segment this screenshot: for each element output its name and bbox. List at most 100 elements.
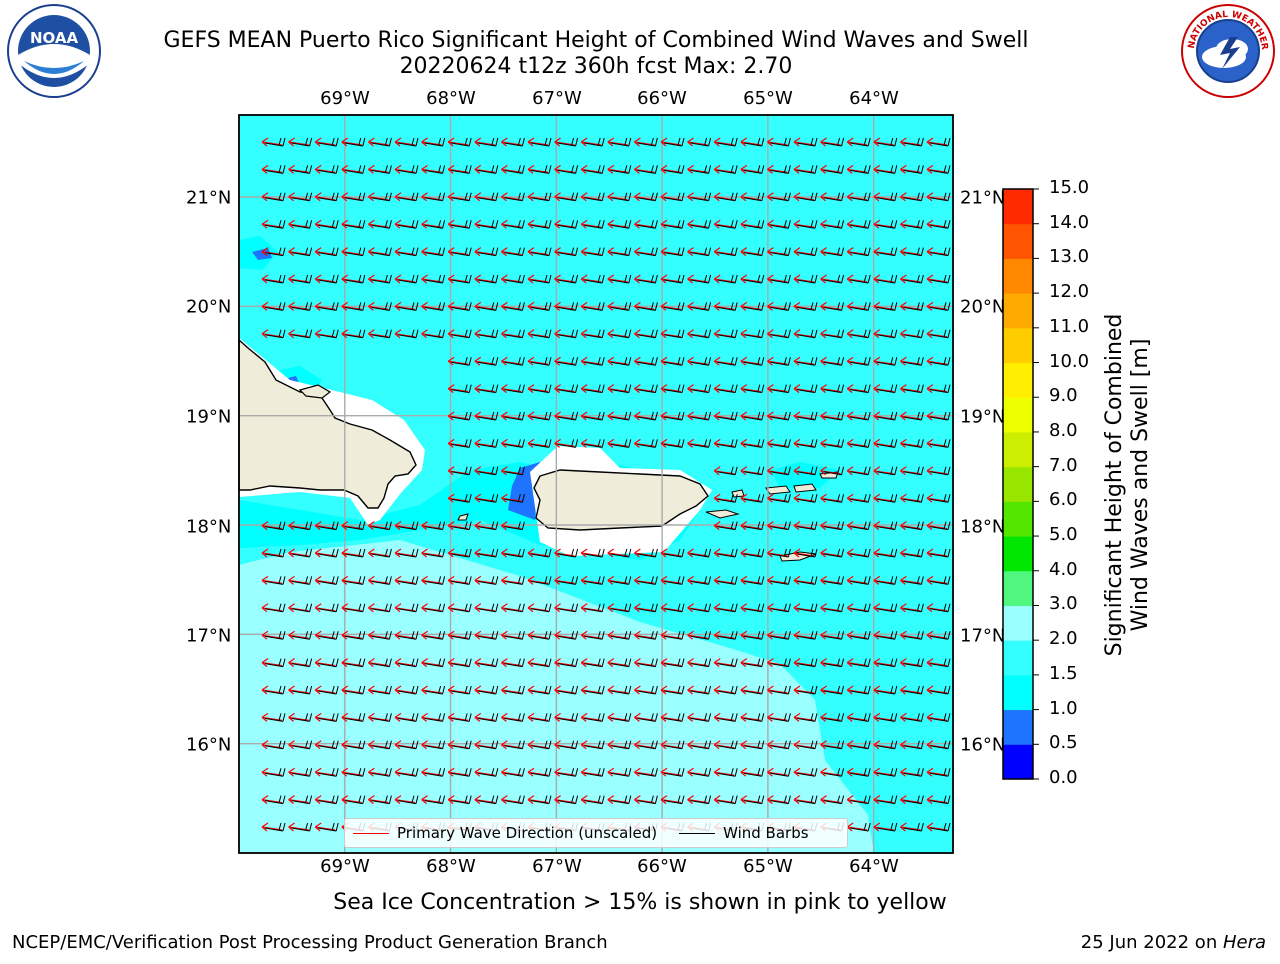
- wind-barb: [903, 220, 924, 229]
- wind-barb: [451, 302, 472, 311]
- wind-barb: [796, 220, 818, 229]
- wind-barb: [610, 713, 632, 722]
- wind-barb: [477, 411, 499, 421]
- wind-barb: [850, 357, 871, 366]
- lon-label-top-69w: 69°W: [320, 88, 370, 109]
- colorbar-tick-label: 14.0: [1049, 211, 1090, 233]
- wind-barb: [318, 685, 339, 695]
- wind-barb: [504, 247, 525, 257]
- wind-barb: [796, 494, 818, 503]
- wind-barb: [850, 658, 871, 668]
- wind-barb: [371, 220, 392, 229]
- wind-barb: [557, 713, 579, 722]
- wind-barb: [796, 411, 818, 421]
- wind-barb: [823, 768, 845, 777]
- wind-barb: [371, 192, 392, 202]
- wind-barb: [264, 822, 286, 832]
- wind-barb: [397, 137, 419, 147]
- wind-barb: [371, 740, 392, 750]
- wind-barb: [264, 165, 286, 174]
- wind-barb: [929, 740, 951, 750]
- wind-barb: [796, 274, 818, 284]
- wind-barb: [690, 220, 712, 229]
- wind-barb: [903, 822, 924, 832]
- wind-barb: [557, 631, 579, 640]
- wind-barb: [451, 192, 472, 202]
- wind-barb: [530, 740, 552, 750]
- lat-label-right-19n: 19°N: [960, 406, 1006, 428]
- wind-barb: [504, 685, 525, 695]
- wind-barb: [451, 329, 472, 339]
- colorbar-segment: [1003, 640, 1033, 676]
- wind-barb: [876, 740, 898, 750]
- wind-barb: [291, 795, 313, 805]
- wind-barb: [637, 247, 658, 257]
- colorbar-segment: [1003, 223, 1033, 259]
- wind-barb: [663, 220, 685, 229]
- wind-barb: [663, 740, 685, 750]
- wind-barb: [504, 302, 525, 311]
- wind-barb: [557, 548, 579, 558]
- wind-barb: [477, 302, 499, 311]
- wind-barb: [424, 685, 446, 695]
- wind-barb: [451, 357, 472, 366]
- wind-barb: [291, 658, 313, 668]
- wind-barb: [318, 274, 339, 284]
- st-thomas-island: [765, 485, 791, 495]
- wind-barb: [690, 411, 712, 421]
- wind-barb: [344, 274, 366, 284]
- wind-barb: [717, 658, 738, 668]
- wind-barb: [823, 274, 845, 284]
- lat-label-left-21n: 21°N: [186, 187, 232, 209]
- wind-barb: [663, 274, 685, 284]
- wind-barb: [610, 576, 632, 585]
- wind-barb: [344, 137, 366, 147]
- wind-barb: [557, 795, 579, 805]
- wind-barb: [584, 658, 605, 668]
- wind-barb: [743, 247, 765, 257]
- noaa-logo: NOAA: [7, 4, 101, 98]
- wind-barb: [770, 247, 791, 257]
- colorbar-segment: [1003, 466, 1033, 502]
- wind-barb: [451, 137, 472, 147]
- wind-barb: [584, 603, 605, 613]
- wind-barb: [743, 576, 765, 585]
- wind-barb: [796, 247, 818, 257]
- wind-barb: [690, 329, 712, 339]
- wind-barb: [637, 685, 658, 695]
- wind-barb: [584, 165, 605, 174]
- wind-barb: [424, 713, 446, 722]
- wind-barb: [850, 494, 871, 503]
- wind-barb: [796, 603, 818, 613]
- wind-barb: [850, 274, 871, 284]
- wind-barb: [717, 439, 738, 448]
- lon-label-bottom-64w: 64°W: [849, 856, 899, 877]
- wind-barb: [743, 466, 765, 476]
- legend-wave-swatch: [353, 832, 389, 834]
- wind-barb: [371, 713, 392, 722]
- wind-barb: [637, 740, 658, 750]
- wind-barb: [477, 713, 499, 722]
- wind-barb: [690, 548, 712, 558]
- wind-barb: [770, 137, 791, 147]
- wind-barb: [929, 576, 951, 585]
- colorbar-tick-label: 1.5: [1049, 662, 1078, 684]
- wind-barb: [451, 411, 472, 421]
- wind-barb: [318, 548, 339, 558]
- wind-barb: [344, 302, 366, 311]
- wind-barb: [850, 685, 871, 695]
- wind-barb: [637, 768, 658, 777]
- wind-barb: [557, 603, 579, 613]
- wind-barb: [796, 521, 818, 531]
- wind-barb: [344, 768, 366, 777]
- wind-barb: [424, 247, 446, 257]
- wind-barb: [929, 165, 951, 174]
- wind-barb: [397, 631, 419, 640]
- legend-item-wind-barbs: Wind Barbs: [679, 824, 809, 842]
- wind-barb: [530, 220, 552, 229]
- wind-barb: [371, 521, 392, 531]
- wind-barb: [690, 576, 712, 585]
- wind-barb: [690, 603, 712, 613]
- wind-barb: [770, 439, 791, 448]
- wind-barb: [610, 220, 632, 229]
